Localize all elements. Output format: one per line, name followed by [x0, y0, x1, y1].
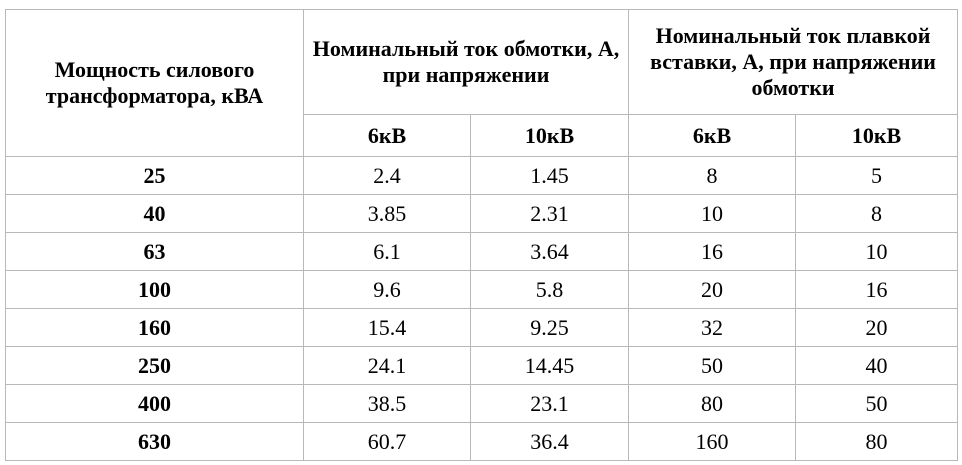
subheader-cell: 6кВ	[628, 114, 797, 157]
value-cell: 16	[628, 232, 797, 271]
value-cell: 1.45	[469, 156, 630, 195]
data-row: 630 60.7 36.4 160 80	[5, 422, 959, 461]
value-cell: 20	[628, 270, 797, 309]
header-cell: Номинальный ток обмотки, А, при напряжен…	[302, 9, 630, 115]
value-cell: 9.6	[303, 270, 471, 309]
subheader-cell: 6кВ	[303, 114, 471, 157]
value-cell: 50	[795, 384, 959, 423]
value-cell: 3.64	[469, 232, 630, 271]
power-cell: 630	[5, 422, 304, 461]
fuse-table: Мощность силового трансформатора, кВА Но…	[5, 9, 959, 461]
value-cell: 15.4	[303, 308, 471, 347]
data-row: 63 6.1 3.64 16 10	[5, 232, 959, 271]
subheader-cell: 10кВ	[795, 114, 959, 157]
value-cell: 2.4	[303, 156, 471, 195]
table-body: 25 2.4 1.45 8 5 40 3.85 2.31 10 8 63 6.1 3.64 16 10 100…	[5, 156, 959, 461]
data-row: 160 15.4 9.25 32 20	[5, 308, 959, 347]
value-cell: 3.85	[303, 194, 471, 233]
power-cell: 100	[5, 270, 304, 309]
value-cell: 60.7	[303, 422, 471, 461]
value-cell: 8	[628, 156, 797, 195]
data-row: 250 24.1 14.45 50 40	[5, 346, 959, 385]
power-cell: 40	[5, 194, 304, 233]
value-cell: 40	[795, 346, 959, 385]
value-cell: 8	[795, 194, 959, 233]
value-cell: 5	[795, 156, 959, 195]
power-cell: 63	[5, 232, 304, 271]
data-row: 400 38.5 23.1 80 50	[5, 384, 959, 423]
value-cell: 160	[628, 422, 797, 461]
value-cell: 20	[795, 308, 959, 347]
power-cell: 160	[5, 308, 304, 347]
data-row: 40 3.85 2.31 10 8	[5, 194, 959, 233]
value-cell: 36.4	[469, 422, 630, 461]
data-row: 25 2.4 1.45 8 5	[5, 156, 959, 195]
subheader-cell: 10кВ	[469, 114, 630, 157]
data-row: 100 9.6 5.8 20 16	[5, 270, 959, 309]
value-cell: 16	[795, 270, 959, 309]
header-cell: Номинальный ток плавкой вставки, А, при …	[628, 9, 959, 115]
power-cell: 400	[5, 384, 304, 423]
header-cell: Мощность силового трансформатора, кВА	[5, 9, 304, 157]
value-cell: 10	[628, 194, 797, 233]
value-cell: 23.1	[469, 384, 630, 423]
value-cell: 50	[628, 346, 797, 385]
value-cell: 80	[628, 384, 797, 423]
value-cell: 9.25	[469, 308, 630, 347]
value-cell: 14.45	[469, 346, 630, 385]
value-cell: 24.1	[303, 346, 471, 385]
table-head: Мощность силового трансформатора, кВА Но…	[5, 9, 959, 157]
value-cell: 38.5	[303, 384, 471, 423]
value-cell: 10	[795, 232, 959, 271]
value-cell: 32	[628, 308, 797, 347]
value-cell: 6.1	[303, 232, 471, 271]
value-cell: 2.31	[469, 194, 630, 233]
power-cell: 25	[5, 156, 304, 195]
value-cell: 5.8	[469, 270, 630, 309]
value-cell: 80	[795, 422, 959, 461]
header-row: Мощность силового трансформатора, кВА Но…	[5, 9, 959, 157]
power-cell: 250	[5, 346, 304, 385]
